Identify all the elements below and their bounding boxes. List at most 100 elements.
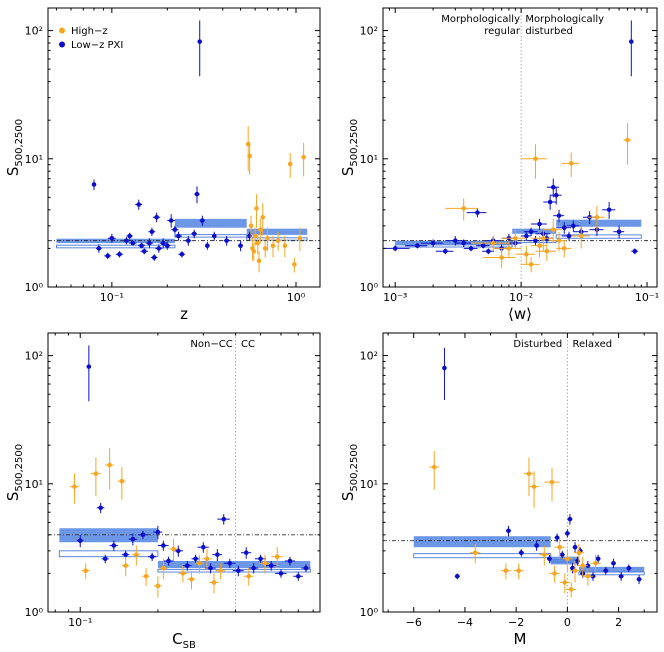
marker	[141, 248, 147, 254]
data-point	[420, 239, 444, 248]
marker	[248, 223, 254, 229]
data-point	[501, 229, 527, 249]
marker	[556, 213, 562, 218]
marker	[568, 161, 574, 166]
x-tick-label: 10⁻¹	[100, 291, 124, 304]
data-point	[138, 530, 148, 540]
axes-frame	[47, 332, 321, 613]
data-point	[191, 229, 198, 239]
marker	[628, 39, 634, 44]
marker	[154, 214, 159, 220]
data-point	[178, 251, 186, 258]
data-point	[572, 542, 578, 553]
data-point	[117, 467, 126, 500]
region-annotation: Relaxed	[572, 339, 612, 350]
data-point	[81, 563, 90, 580]
data-point	[554, 537, 565, 559]
marker	[580, 563, 586, 568]
data-point	[204, 241, 210, 250]
marker	[636, 576, 642, 582]
bin-band-1	[174, 218, 247, 228]
marker	[168, 218, 174, 223]
chart-panel-p2: 10⁰ 10¹ 10² 10⁻³ 10⁻² 10⁻¹ ⟨w⟩ S500,2500 Morphol…	[339, 7, 659, 323]
marker	[611, 560, 616, 566]
marker	[149, 229, 155, 234]
marker	[632, 248, 638, 254]
marker	[93, 471, 99, 476]
marker	[247, 153, 252, 159]
data-point	[546, 178, 560, 198]
marker	[155, 529, 161, 535]
data-point	[595, 554, 601, 564]
marker	[98, 505, 103, 511]
marker	[392, 246, 398, 251]
y-tick-label: 10²	[360, 25, 378, 38]
marker	[566, 233, 572, 239]
marker	[274, 554, 280, 559]
legend-marker	[59, 27, 65, 34]
bin-band-2	[578, 566, 645, 573]
data-point	[383, 245, 410, 252]
marker	[151, 255, 157, 260]
marker	[567, 516, 573, 522]
marker	[238, 243, 243, 248]
data-point	[104, 252, 112, 260]
data-point	[626, 564, 632, 573]
marker	[200, 218, 205, 223]
data-point	[185, 235, 192, 246]
marker	[123, 552, 128, 557]
marker	[211, 233, 217, 239]
x-tick-label: 10⁻²	[509, 291, 533, 304]
data-point	[559, 550, 565, 559]
marker	[136, 202, 142, 207]
data-point	[571, 225, 590, 249]
data-point	[243, 568, 254, 586]
data-point	[445, 235, 464, 246]
data-point	[167, 214, 175, 228]
marker	[430, 240, 436, 246]
marker	[537, 243, 542, 248]
marker	[593, 560, 598, 566]
data-point	[566, 582, 577, 598]
data-point	[232, 565, 244, 577]
data-point	[248, 563, 259, 574]
marker	[265, 235, 270, 241]
marker	[105, 253, 111, 259]
data-point	[262, 240, 268, 258]
marker	[606, 207, 612, 213]
x-axis-label: M	[514, 630, 527, 648]
data-point	[163, 556, 174, 566]
marker	[576, 550, 582, 556]
bin-band-open-2	[555, 234, 642, 239]
chart-panel-p4: 10⁰ 10¹ 10² −6 −4 −2 0 2 M S500,2500 Disturbed Rela…	[339, 332, 658, 648]
data-point	[202, 549, 212, 571]
data-point	[91, 179, 97, 191]
data-point	[275, 569, 287, 578]
x-tick-label: −6	[406, 616, 422, 629]
data-point	[523, 457, 535, 497]
data-point	[251, 243, 257, 261]
region-annotation: regular	[484, 26, 521, 37]
marker	[547, 556, 552, 562]
marker	[256, 258, 262, 264]
data-point	[610, 558, 617, 569]
data-point	[157, 540, 169, 551]
data-point	[76, 534, 84, 548]
marker	[124, 238, 129, 243]
data-point	[256, 251, 262, 273]
marker	[528, 229, 534, 234]
data-point	[553, 209, 565, 223]
data-point	[155, 244, 163, 253]
data-point	[287, 152, 293, 178]
data-point	[194, 554, 205, 574]
data-point	[463, 245, 478, 252]
region-annotation: Morphologically	[525, 14, 604, 25]
marker	[572, 544, 578, 550]
data-point	[505, 525, 512, 537]
data-point	[153, 576, 162, 598]
y-tick-label: 10¹	[25, 153, 43, 166]
data-point	[159, 558, 168, 580]
data-point	[293, 572, 303, 581]
marker	[102, 556, 108, 562]
data-point	[254, 194, 259, 228]
